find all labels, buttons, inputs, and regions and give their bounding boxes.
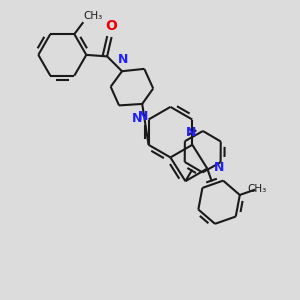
Text: CH₃: CH₃ <box>83 11 103 21</box>
Text: N: N <box>138 110 148 123</box>
Text: N: N <box>132 112 142 124</box>
Text: N: N <box>118 53 129 66</box>
Text: CH₃: CH₃ <box>248 184 267 194</box>
Text: N: N <box>214 161 224 175</box>
Text: N: N <box>186 126 196 139</box>
Text: O: O <box>106 20 118 34</box>
